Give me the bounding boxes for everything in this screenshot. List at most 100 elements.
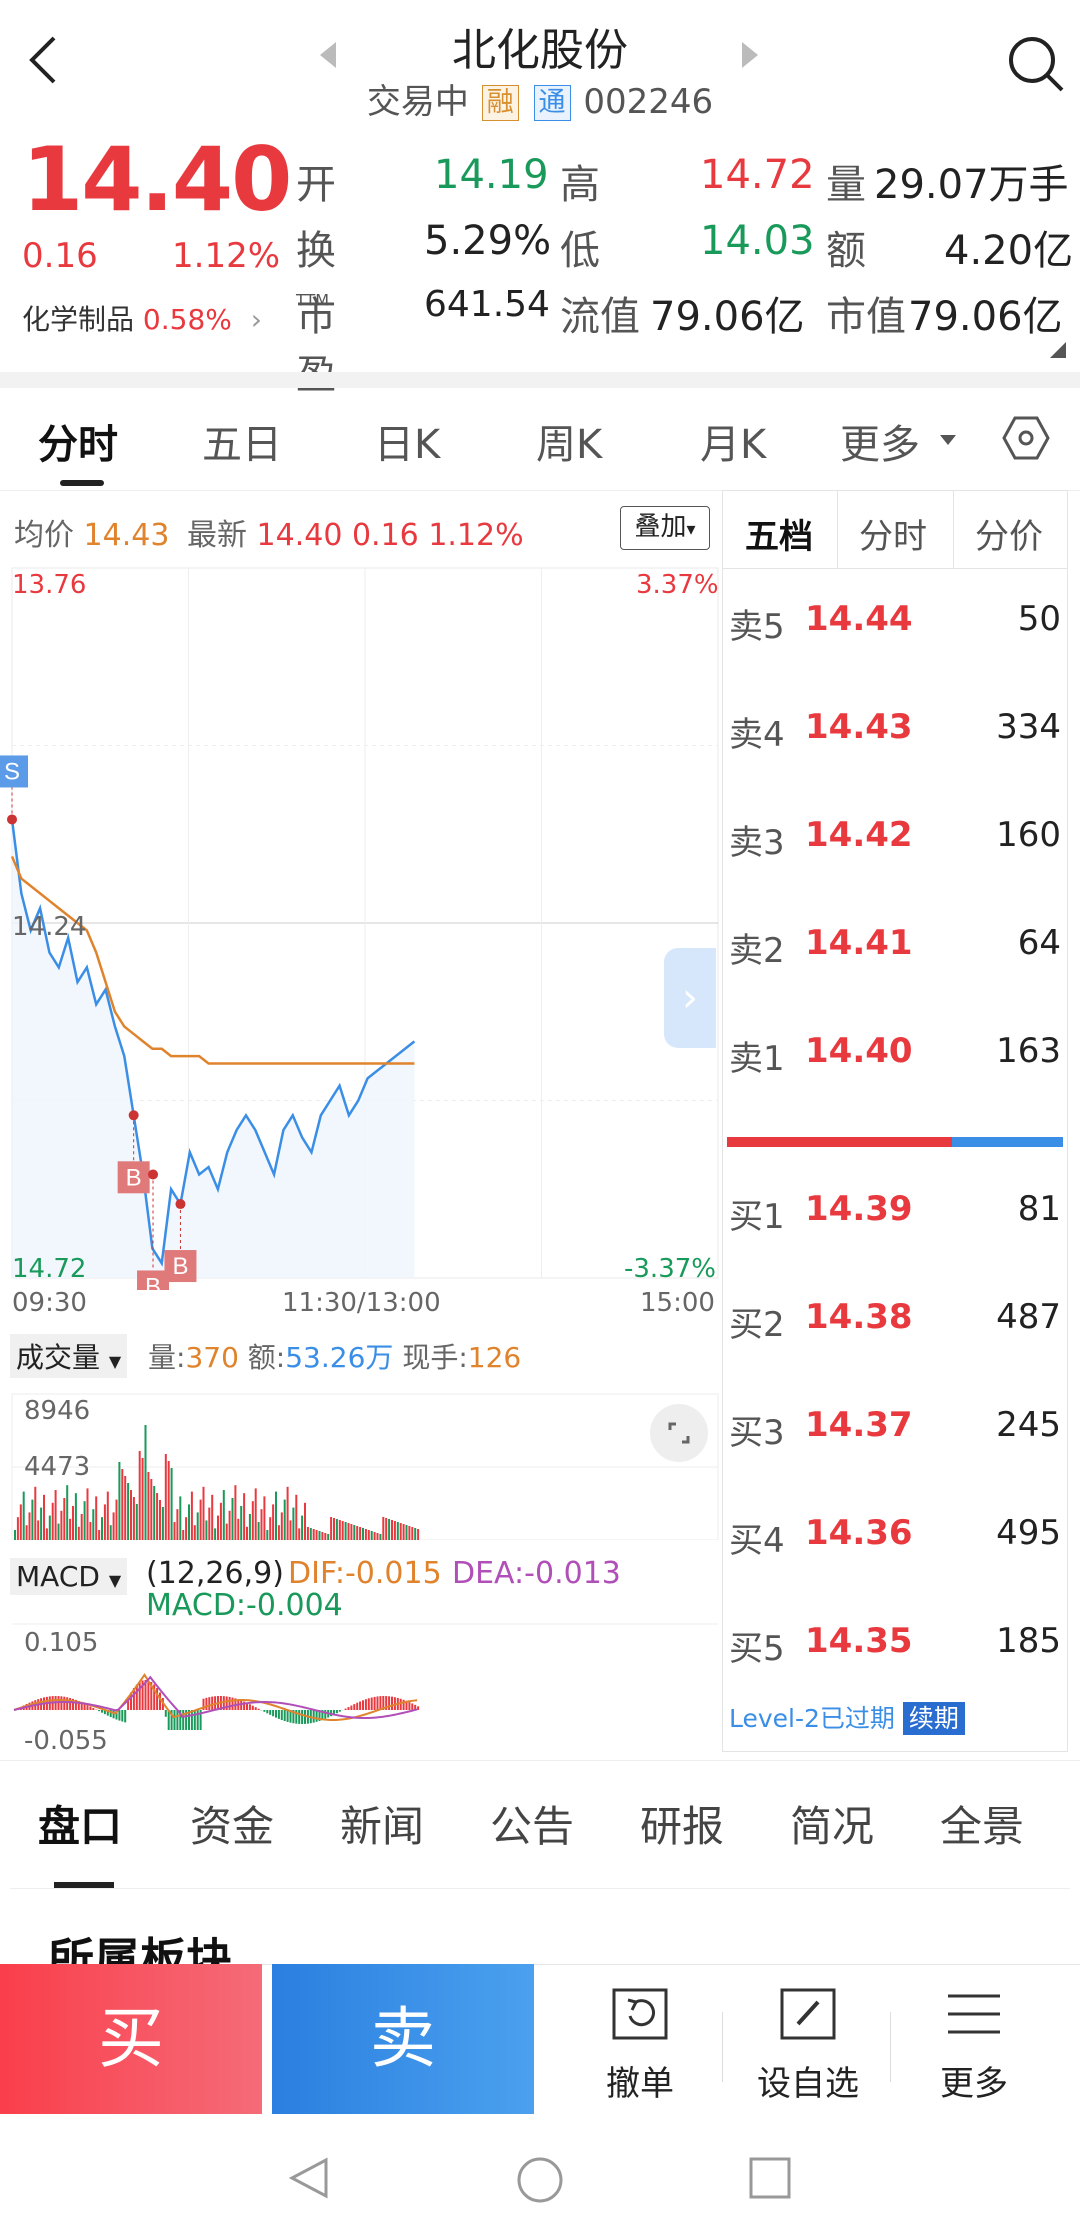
macd-bar — [150, 1682, 153, 1710]
volume-bar — [182, 1530, 185, 1540]
sell-level-label: 卖2 — [729, 931, 785, 971]
volume-bar — [309, 1528, 312, 1540]
volume-bar — [318, 1531, 321, 1540]
tab-ticks[interactable]: 分时 — [859, 517, 927, 557]
expand-panel-button[interactable]: › — [664, 948, 716, 1048]
sell-level-row[interactable]: 卖2 14.41 64 — [723, 923, 1067, 983]
overlay-button[interactable]: 叠加▾ — [620, 506, 710, 550]
buy-level-row[interactable]: 买2 14.38 487 — [723, 1297, 1067, 1357]
tab-announcements[interactable]: 公告 — [490, 1802, 575, 1851]
macd-bar — [275, 1710, 277, 1718]
nav-recent-icon[interactable] — [748, 2156, 792, 2200]
trade-point — [148, 1169, 159, 1180]
macd-bar — [370, 1697, 373, 1710]
prev-stock-icon[interactable] — [318, 40, 338, 74]
expand-corner-icon[interactable] — [1050, 342, 1066, 362]
tab-five-day[interactable]: 五日 — [202, 422, 282, 468]
add-watchlist-button[interactable]: 设自选 — [738, 1986, 878, 2105]
tab-research[interactable]: 研报 — [640, 1802, 725, 1851]
nav-home-icon[interactable] — [516, 2156, 564, 2204]
tab-weekly-k[interactable]: 周K — [536, 422, 603, 468]
volume-bar — [408, 1526, 411, 1540]
volume-bar — [74, 1493, 77, 1540]
volume-max-label: 8946 — [24, 1396, 91, 1426]
trade-marker-label: B — [145, 1273, 161, 1290]
nav-back-icon[interactable] — [286, 2156, 330, 2200]
volume-chart[interactable] — [0, 1390, 720, 1540]
tab-price-dist[interactable]: 分价 — [975, 517, 1043, 557]
macd-bar — [176, 1710, 179, 1730]
volume-bar — [25, 1525, 28, 1540]
tab-news[interactable]: 新闻 — [340, 1802, 425, 1851]
volume-bar — [402, 1524, 405, 1540]
macd-bar — [280, 1710, 283, 1721]
volume-bar — [135, 1504, 138, 1540]
more-actions-button[interactable]: 更多 — [904, 1986, 1044, 2105]
search-icon[interactable] — [1004, 32, 1066, 98]
level2-notice[interactable]: Level-2已过期 续期 — [729, 1699, 965, 1735]
macd-bar — [246, 1702, 248, 1710]
settings-hexagon-icon[interactable] — [1000, 412, 1052, 468]
tab-daily-k[interactable]: 日K — [374, 422, 441, 468]
dea-line — [13, 1675, 418, 1719]
pe-label: 市盈TTM — [296, 290, 336, 398]
back-icon[interactable] — [18, 30, 68, 90]
volume-bar — [132, 1497, 135, 1540]
tab-panorama[interactable]: 全景 — [940, 1802, 1025, 1851]
macd-bar — [211, 1696, 214, 1710]
buy-level-row[interactable]: 买4 14.36 495 — [723, 1513, 1067, 1573]
trade-marker-label: B — [172, 1253, 188, 1280]
macd-bar — [240, 1700, 243, 1710]
volume-bar — [240, 1506, 243, 1540]
next-stock-icon[interactable] — [740, 40, 760, 74]
buy-level-label: 买2 — [729, 1305, 785, 1345]
macd-chart[interactable] — [0, 1620, 720, 1756]
tab-intraday[interactable]: 分时 — [38, 422, 118, 468]
sector-link[interactable]: 化学制品 0.58% › — [22, 298, 262, 338]
volume-select[interactable]: 成交量 ▼ — [10, 1334, 128, 1378]
volume-bar — [40, 1507, 43, 1540]
macd-bar — [190, 1710, 193, 1730]
sell-level-row[interactable]: 卖4 14.43 334 — [723, 707, 1067, 767]
fullscreen-icon[interactable] — [650, 1404, 708, 1462]
macd-bar — [388, 1696, 391, 1710]
sell-level-row[interactable]: 卖1 14.40 163 — [723, 1031, 1067, 1091]
macd-bar — [272, 1710, 275, 1717]
tab-funds[interactable]: 资金 — [190, 1802, 275, 1851]
cancel-order-button[interactable]: 撤单 — [570, 1986, 710, 2105]
volume-bar — [341, 1521, 344, 1540]
sell-button[interactable]: 卖 — [272, 1964, 534, 2114]
sector-name: 化学制品 — [22, 303, 135, 336]
volume-bar — [243, 1493, 246, 1540]
buy-level-row[interactable]: 买3 14.37 245 — [723, 1405, 1067, 1465]
tab-more[interactable]: 更多 — [840, 422, 920, 468]
volume-bar — [321, 1532, 324, 1540]
tab-monthly-k[interactable]: 月K — [700, 422, 767, 468]
volume-bar — [312, 1529, 315, 1540]
volume-bar — [130, 1490, 132, 1540]
sell-level-row[interactable]: 卖3 14.42 160 — [723, 815, 1067, 875]
macd-bar — [80, 1702, 83, 1710]
macd-bar — [182, 1710, 185, 1730]
volume-bar — [176, 1509, 179, 1540]
macd-bar — [257, 1708, 260, 1710]
volume-bar — [83, 1501, 86, 1540]
tab-five-levels[interactable]: 五档 — [745, 517, 813, 557]
buy-button[interactable]: 买 — [0, 1964, 262, 2114]
sell-level-price: 14.44 — [805, 599, 913, 639]
sell-level-row[interactable]: 卖5 14.44 50 — [723, 599, 1067, 659]
orderbook-panel: 五档 分时 分价 卖5 14.44 50 卖4 14.43 334 卖3 14.42 160 卖2… — [722, 490, 1068, 1752]
orderbook-tabs: 五档 分时 分价 — [723, 491, 1067, 569]
tab-profile[interactable]: 简况 — [790, 1802, 875, 1851]
macd-bar — [411, 1703, 414, 1710]
volume-bar — [362, 1528, 364, 1540]
macd-bar — [118, 1710, 121, 1721]
volume-bar — [327, 1534, 330, 1540]
volume-bar — [31, 1499, 34, 1540]
buy-level-row[interactable]: 买5 14.35 185 — [723, 1621, 1067, 1681]
tab-handicap[interactable]: 盘口 — [38, 1802, 123, 1851]
macd-bar — [103, 1710, 106, 1715]
macd-select[interactable]: MACD ▼ — [10, 1558, 128, 1595]
buy-level-row[interactable]: 买1 14.39 81 — [723, 1189, 1067, 1249]
